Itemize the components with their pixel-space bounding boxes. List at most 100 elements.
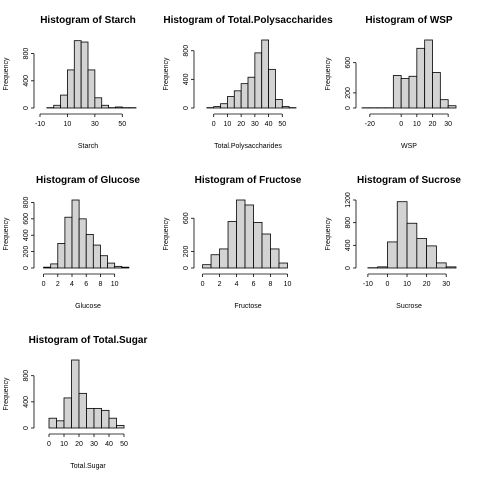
histogram-bar <box>247 76 256 109</box>
x-tick-label: -10 <box>363 281 373 288</box>
histogram-bar <box>233 90 242 109</box>
x-tick-label: 40 <box>265 121 273 128</box>
histogram-bar <box>56 420 65 429</box>
chart-title: Histogram of Total.Polysaccharides <box>163 15 333 26</box>
histogram-bar <box>93 407 102 429</box>
y-axis-label: Frequency <box>3 377 10 411</box>
histogram-bar <box>53 104 61 109</box>
histogram-bar <box>416 47 426 109</box>
histogram-bar <box>400 78 410 109</box>
x-tick-label: 10 <box>64 121 72 128</box>
histogram-bar <box>396 201 408 269</box>
histogram-bar <box>80 41 89 109</box>
histogram-bar <box>439 99 449 109</box>
x-tick-label: 6 <box>84 281 88 288</box>
histogram-bar <box>278 262 288 269</box>
histogram-bar <box>240 83 249 109</box>
histogram-bar <box>213 106 221 109</box>
histogram-bar <box>408 75 418 109</box>
histogram-bar <box>261 39 269 109</box>
histogram-bar <box>107 262 116 269</box>
x-tick-label: 10 <box>111 281 119 288</box>
x-axis-label: Total.Sugar <box>70 463 106 470</box>
x-tick-label: 30 <box>251 121 259 128</box>
histogram-bar <box>108 417 117 429</box>
chart-title: Histogram of WSP <box>365 15 453 26</box>
x-tick-label: 30 <box>444 121 452 128</box>
y-tick-label: 400 <box>23 75 30 87</box>
y-tick-label: 0 <box>345 106 352 110</box>
y-tick-label: 0 <box>183 106 190 110</box>
y-tick-label: 1200 <box>345 192 352 208</box>
histogram-panel: Histogram of Glucose 0 2 4 6 8 10 Glucose 0 200 40… <box>3 175 140 310</box>
x-tick-label: 0 <box>399 121 403 128</box>
x-axis-label: Starch <box>78 143 98 150</box>
chart-title: Histogram of Starch <box>40 15 136 26</box>
x-tick-label: 50 <box>120 441 128 448</box>
histogram-bar <box>254 52 263 109</box>
x-axis-label: Glucose <box>75 303 101 310</box>
histogram-bar <box>436 262 447 269</box>
chart-title: Histogram of Sucrose <box>357 175 461 186</box>
histogram-bar <box>64 216 73 269</box>
histogram-bar <box>416 238 428 269</box>
histogram-bar <box>227 96 235 109</box>
histogram-bar <box>236 199 246 269</box>
histogram-bar <box>210 254 220 269</box>
histogram-bar <box>432 72 441 109</box>
histogram-bar <box>406 222 418 269</box>
histogram-bar <box>67 69 75 109</box>
y-tick-label: 800 <box>345 217 352 229</box>
histogram-panel: Histogram of Sucrose -10 0 10 20 30 Sucrose 0 40… <box>325 175 461 310</box>
x-tick-label: 10 <box>284 281 292 288</box>
x-tick-label: 20 <box>237 121 245 128</box>
y-tick-label: 800 <box>23 197 30 209</box>
x-axis-label: Total.Polysaccharides <box>214 143 282 150</box>
x-tick-label: 8 <box>98 281 102 288</box>
histogram-panel: Histogram of Total.Sugar 0 10 20 30 40 50 Total… <box>3 335 147 470</box>
histogram-bar <box>275 99 283 109</box>
histogram-bar <box>50 263 59 269</box>
histogram-bar <box>115 106 123 109</box>
histogram-bar <box>426 245 437 269</box>
x-tick-label: 8 <box>269 281 273 288</box>
x-tick-label: 20 <box>75 441 83 448</box>
histogram-bar <box>253 221 263 269</box>
histogram-bar <box>71 199 80 269</box>
x-axis-label: WSP <box>401 143 417 150</box>
y-tick-label: 800 <box>183 45 190 57</box>
y-axis-label: Frequency <box>163 57 170 91</box>
histogram-bar <box>202 264 212 269</box>
y-tick-label: 200 <box>23 246 30 258</box>
histogram-bar <box>424 39 433 109</box>
y-tick-label: 400 <box>183 73 190 85</box>
x-tick-label: 10 <box>413 121 421 128</box>
y-axis-label: Frequency <box>3 57 10 91</box>
y-axis-label: Frequency <box>163 217 170 251</box>
chart-title: Histogram of Glucose <box>36 175 140 186</box>
y-tick-label: 0 <box>23 426 30 430</box>
histogram-bar <box>220 103 228 109</box>
y-tick-label: 200 <box>183 245 190 257</box>
y-axis-label: Frequency <box>3 217 10 251</box>
histogram-bar <box>86 407 95 429</box>
y-tick-label: 400 <box>23 396 30 408</box>
y-tick-label: 800 <box>23 370 30 382</box>
y-tick-label: 600 <box>183 212 190 224</box>
histogram-bar <box>116 424 125 429</box>
x-axis-label: Sucrose <box>396 303 422 310</box>
histogram-panel: Histogram of Total.Polysaccharides 0 10 20 3… <box>163 15 333 150</box>
histogram-bar <box>73 40 82 109</box>
histogram-bar <box>270 248 280 269</box>
histogram-bar <box>92 244 101 269</box>
histogram-bar <box>85 234 94 269</box>
y-axis-label: Frequency <box>325 57 332 91</box>
histogram-bar <box>114 265 123 269</box>
histogram-panel: Histogram of WSP -20 0 10 20 30 WSP 0 200 600 Freq… <box>325 15 457 150</box>
x-tick-label: 0 <box>47 441 51 448</box>
histogram-panel: Histogram of Starch -10 10 30 50 Starch 0 400 80… <box>3 15 137 150</box>
x-tick-label: 10 <box>60 441 68 448</box>
histogram-bar <box>43 266 52 269</box>
x-tick-label: 4 <box>70 281 74 288</box>
